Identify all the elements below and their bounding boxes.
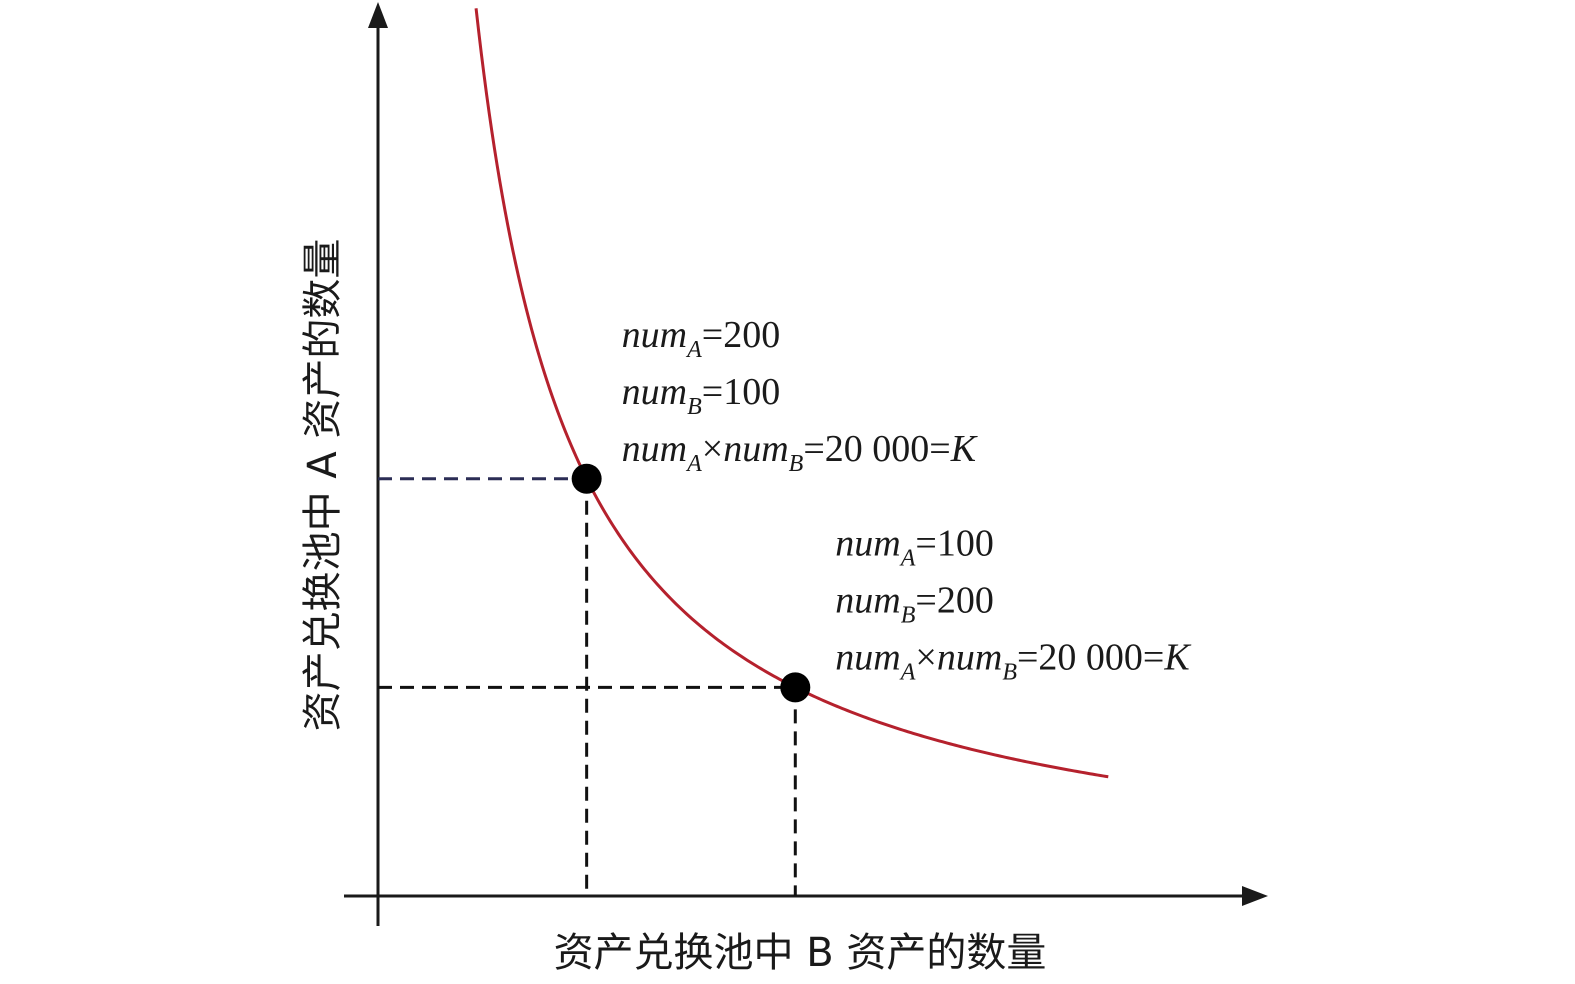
y-axis-arrow (368, 2, 388, 28)
x-axis-label: 资产兑换池中 B 资产的数量 (554, 930, 1047, 976)
guide-lines (378, 477, 797, 896)
point-2-annotation-line-2: numB=200 (835, 579, 994, 628)
data-point-1 (571, 463, 602, 494)
y-axis-label: 资产兑换池中 A 资产的数量 (300, 239, 346, 732)
point-2-annotation-line-1: numA=100 (835, 522, 994, 571)
point-1-annotation-line-1: numA=200 (622, 314, 781, 363)
point-1-annotation-line-2: numB=100 (622, 371, 781, 420)
x-axis-arrow (1242, 886, 1268, 906)
point-1-annotation-line-3: numA×numB=20 000=K (622, 428, 978, 477)
annotations: numA=200 numB=100 numA×numB=20 000=K numA=1… (622, 314, 1192, 686)
axes (344, 2, 1268, 926)
data-point-2 (780, 672, 811, 703)
data-points (571, 463, 811, 703)
point-2-annotation-line-3: numA×numB=20 000=K (835, 636, 1191, 685)
